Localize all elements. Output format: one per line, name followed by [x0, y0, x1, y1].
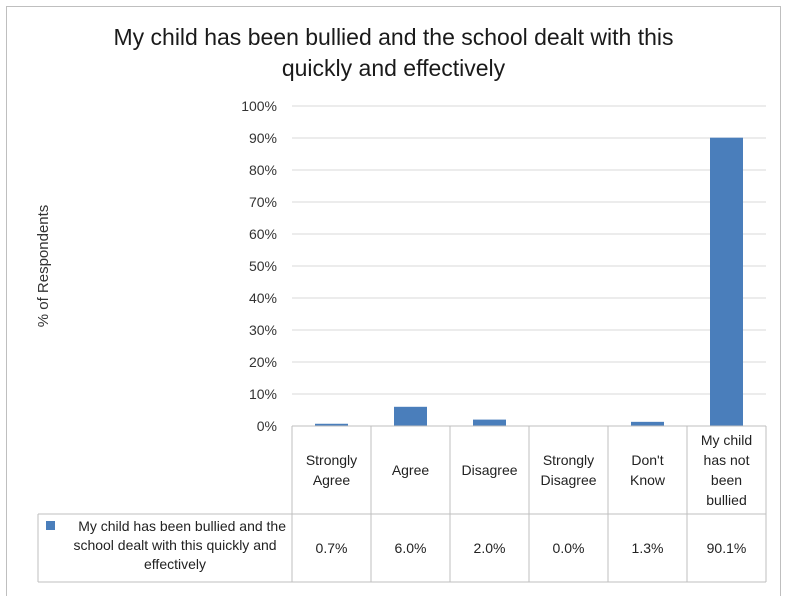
chart-frame: [6, 6, 781, 596]
bar: [710, 137, 743, 426]
y-tick-label: 20%: [249, 354, 277, 370]
y-tick-label: 0%: [257, 418, 277, 434]
category-label: Strongly Agree: [306, 452, 357, 488]
bar: [631, 421, 664, 426]
category-label: Strongly Disagree: [540, 452, 596, 488]
bars: [315, 137, 743, 426]
legend-series-name: My child has been bullied and the school …: [73, 518, 286, 572]
chart-title: My child has been bullied and the school…: [40, 22, 747, 84]
y-tick-label: 90%: [249, 130, 277, 146]
value-label: 1.3%: [632, 540, 664, 556]
y-tick-label: 50%: [249, 258, 277, 274]
value-label: 0.0%: [553, 540, 585, 556]
y-tick-label: 60%: [249, 226, 277, 242]
legend-swatch: [46, 521, 55, 530]
category-label: My child has not been bullied: [701, 432, 752, 508]
data-table: [37, 425, 767, 583]
legend: My child has been bullied and the school …: [46, 518, 286, 572]
value-label: 0.7%: [316, 540, 348, 556]
chart-title-line-1: My child has been bullied and the school…: [113, 24, 674, 50]
value-labels: 0.7% 6.0% 2.0% 0.0% 1.3% 90.1%: [316, 540, 747, 556]
y-tick-label: 40%: [249, 290, 277, 306]
category-label: Agree: [392, 462, 430, 478]
chart-title-line-2: quickly and effectively: [281, 55, 506, 81]
value-label: 2.0%: [474, 540, 506, 556]
y-tick-label: 70%: [249, 194, 277, 210]
y-axis-label: % of Respondents: [35, 205, 52, 328]
y-tick-label: 100%: [241, 98, 277, 114]
category-labels: Strongly Agree Agree Disagree Strongly Disagr…: [306, 432, 752, 508]
y-tick-label: 80%: [249, 162, 277, 178]
bar: [315, 423, 348, 426]
value-label: 6.0%: [395, 540, 427, 556]
category-label: Don't Know: [630, 452, 666, 488]
y-axis-ticks: 0% 10% 20% 30% 40% 50% 60% 70% 80% 90% 100%: [241, 98, 277, 434]
bar: [394, 406, 427, 426]
category-label: Disagree: [461, 462, 517, 478]
y-tick-label: 30%: [249, 322, 277, 338]
gridlines: [292, 105, 766, 395]
bar: [473, 419, 506, 426]
y-tick-label: 10%: [249, 386, 277, 402]
value-label: 90.1%: [707, 540, 747, 556]
